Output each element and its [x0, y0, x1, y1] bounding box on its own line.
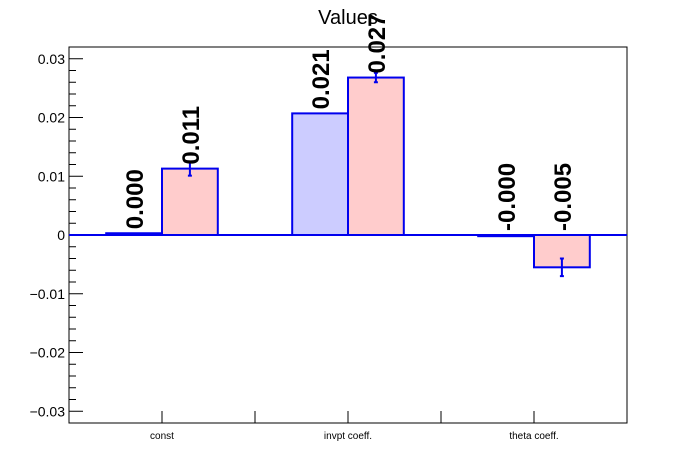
- data-label: -0.000: [494, 163, 521, 231]
- y-tick-label: 0.03: [38, 51, 65, 67]
- data-label: 0.000: [122, 169, 149, 229]
- data-label: 0.027: [364, 13, 391, 73]
- bar: [347, 76, 405, 236]
- y-tick-label: −0.02: [30, 345, 66, 361]
- y-tick-label: 0.02: [38, 110, 65, 126]
- axis-ticks: −0.03 −0.02 −0.01 0 0.01 0.02 0.03 const invpt c…: [30, 46, 559, 442]
- chart-title: Values: [318, 7, 378, 29]
- bar: [291, 112, 350, 236]
- category-label: theta coeff.: [509, 431, 558, 442]
- data-label: 0.021: [308, 49, 335, 109]
- category-label: invpt coeff.: [324, 431, 372, 442]
- data-label: 0.011: [178, 106, 205, 165]
- bar: [161, 167, 219, 236]
- data-labels: 0.000 0.021 -0.000 0.011 0.027 -0.005: [122, 13, 577, 231]
- y-tick-label: −0.01: [30, 286, 66, 302]
- error-bars: [187, 71, 564, 278]
- y-tick-label: 0.01: [38, 168, 65, 184]
- data-label: -0.005: [550, 163, 577, 231]
- y-tick-label: 0: [57, 227, 65, 243]
- category-label: const: [150, 431, 174, 442]
- y-tick-label: −0.03: [30, 403, 66, 419]
